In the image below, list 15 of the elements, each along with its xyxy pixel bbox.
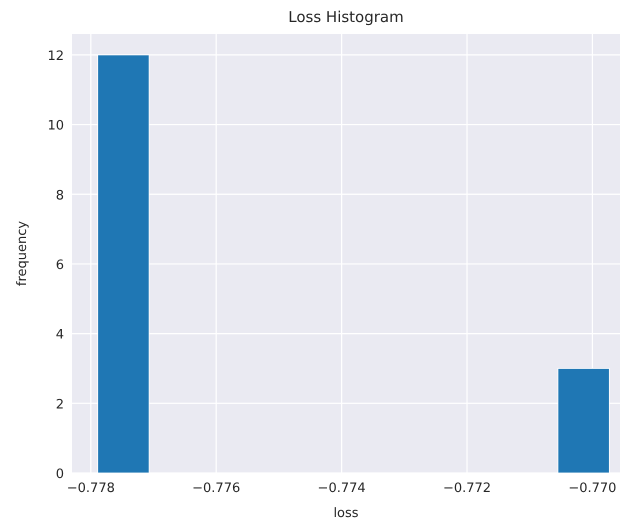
y-tick-label: 2 (56, 397, 64, 412)
y-tick-label: 6 (56, 258, 64, 273)
chart-title: Loss Histogram (288, 8, 404, 26)
x-tick-label: −0.776 (192, 481, 240, 496)
y-tick-label: 4 (56, 328, 64, 343)
y-tick-label: 0 (56, 467, 64, 482)
y-tick-label: 10 (47, 118, 64, 134)
x-tick-label: −0.770 (568, 481, 616, 496)
y-tick-label: 8 (56, 188, 64, 204)
y-axis-title: frequency (15, 220, 30, 286)
x-tick-label: −0.774 (318, 481, 366, 496)
x-tick-label: −0.778 (66, 481, 115, 496)
x-tick-label: −0.772 (442, 481, 492, 496)
y-tick-label: 12 (47, 48, 64, 64)
x-axis-title: loss (333, 506, 359, 521)
